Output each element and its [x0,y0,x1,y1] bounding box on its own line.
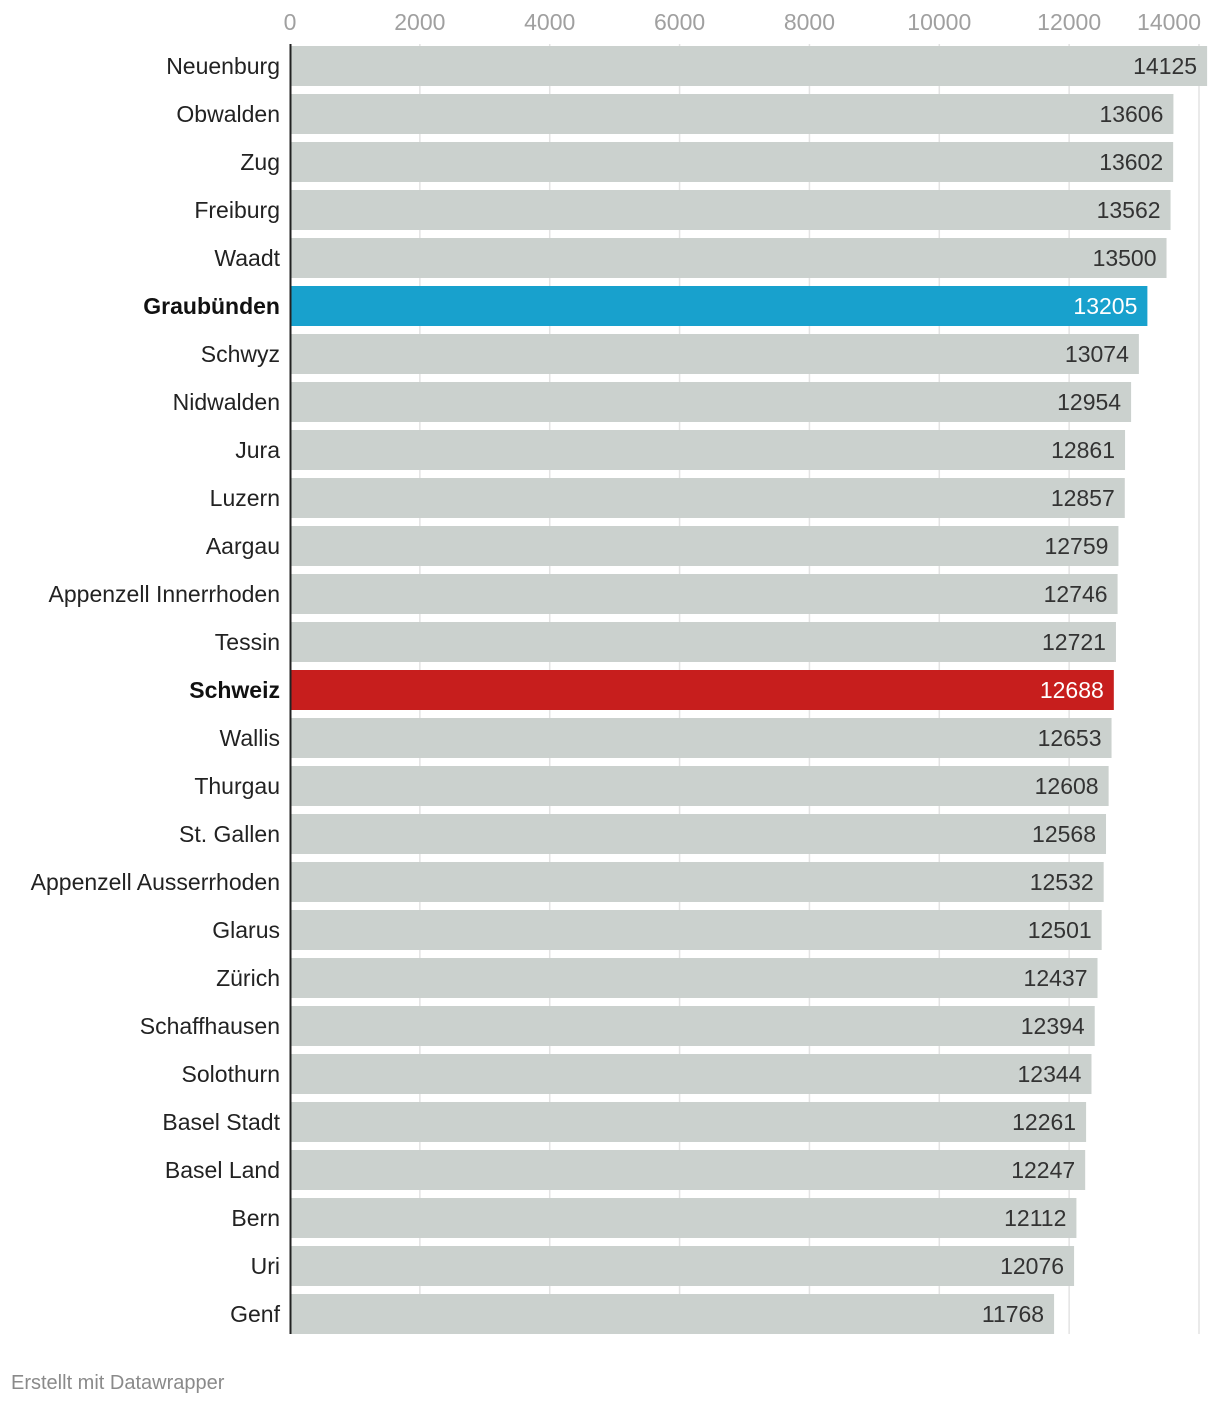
category-label-freiburg: Freiburg [194,197,280,223]
x-tick-label-6000: 6000 [654,9,705,35]
bar-st-gallen [291,814,1107,854]
value-label-obwalden: 13606 [1099,101,1163,127]
category-label-schweiz: Schweiz [189,677,280,703]
bar-schweiz [291,670,1114,710]
category-label-wallis: Wallis [220,725,280,751]
bar-basel-land [291,1150,1086,1190]
value-label-schwyz: 13074 [1065,341,1129,367]
bar-thurgau [291,766,1109,806]
category-label-zug: Zug [240,149,280,175]
value-label-luzern: 12857 [1051,485,1115,511]
x-tick-label-2000: 2000 [394,9,445,35]
category-label-appenzell-ausserrhoden: Appenzell Ausserrhoden [31,869,280,895]
category-label-glarus: Glarus [212,917,280,943]
x-tick-label-0: 0 [284,9,297,35]
category-label-jura: Jura [235,437,280,463]
value-label-zürich: 12437 [1024,965,1088,991]
datawrapper-credit[interactable]: Erstellt mit Datawrapper [11,1372,225,1394]
value-label-zug: 13602 [1099,149,1163,175]
bar-waadt [291,238,1167,278]
bar-schaffhausen [291,1006,1095,1046]
category-label-zürich: Zürich [216,965,280,991]
bar-freiburg [291,190,1171,230]
bar-nidwalden [291,382,1132,422]
category-label-luzern: Luzern [210,485,280,511]
bar-bern [291,1198,1077,1238]
bar-chart: 0 2000 4000 6000 8000 10000 12000 14000 Neuenbu… [31,9,1208,1334]
value-label-jura: 12861 [1051,437,1115,463]
bar-solothurn [291,1054,1092,1094]
category-label-appenzell-innerrhoden: Appenzell Innerrhoden [49,581,280,607]
value-label-tessin: 12721 [1042,629,1106,655]
value-label-appenzell-ausserrhoden: 12532 [1030,869,1094,895]
value-label-uri: 12076 [1000,1253,1064,1279]
value-label-schaffhausen: 12394 [1021,1013,1085,1039]
value-label-waadt: 13500 [1093,245,1157,271]
category-label-bern: Bern [231,1205,280,1231]
value-label-basel-stadt: 12261 [1012,1109,1076,1135]
category-label-aargau: Aargau [206,533,280,559]
category-label-obwalden: Obwalden [176,101,280,127]
bar-zug [291,142,1174,182]
bar-uri [291,1246,1075,1286]
category-label-basel-land: Basel Land [165,1157,280,1183]
bar-appenzell-ausserrhoden [291,862,1104,902]
bar-obwalden [291,94,1174,134]
bar-luzern [291,478,1125,518]
value-label-thurgau: 12608 [1035,773,1099,799]
bar-zürich [291,958,1098,998]
category-label-nidwalden: Nidwalden [173,389,280,415]
bar-glarus [291,910,1102,950]
category-label-st-gallen: St. Gallen [179,821,280,847]
category-label-basel-stadt: Basel Stadt [162,1109,280,1135]
bar-graubünden [291,286,1148,326]
category-label-neuenburg: Neuenburg [166,53,280,79]
value-label-nidwalden: 12954 [1057,389,1121,415]
value-label-st-gallen: 12568 [1032,821,1096,847]
bar-schwyz [291,334,1139,374]
value-label-freiburg: 13562 [1097,197,1161,223]
bar-appenzell-innerrhoden [291,574,1118,614]
x-axis-ticks: 0 2000 4000 6000 8000 10000 12000 14000 [284,9,1201,35]
x-tick-label-14000: 14000 [1137,9,1201,35]
category-label-waadt: Waadt [214,245,280,271]
category-label-schaffhausen: Schaffhausen [140,1013,280,1039]
x-tick-label-10000: 10000 [907,9,971,35]
bar-tessin [291,622,1116,662]
category-label-thurgau: Thurgau [194,773,280,799]
value-label-graubünden: 13205 [1073,293,1137,319]
bar-wallis [291,718,1112,758]
value-label-neuenburg: 14125 [1133,53,1197,79]
value-label-wallis: 12653 [1038,725,1102,751]
value-label-appenzell-innerrhoden: 12746 [1044,581,1108,607]
bar-basel-stadt [291,1102,1087,1142]
bars [291,46,1208,1334]
category-label-uri: Uri [251,1253,280,1279]
category-label-graubünden: Graubünden [143,293,280,319]
value-labels: 14125 13606 13602 13562 13500 13205 13074 12954… [982,53,1197,1327]
x-tick-label-12000: 12000 [1037,9,1101,35]
category-label-schwyz: Schwyz [201,341,280,367]
value-label-schweiz: 12688 [1040,677,1104,703]
value-label-genf: 11768 [982,1301,1044,1327]
bar-aargau [291,526,1119,566]
value-label-bern: 12112 [1004,1205,1066,1231]
value-label-glarus: 12501 [1028,917,1092,943]
value-label-basel-land: 12247 [1011,1157,1075,1183]
category-label-tessin: Tessin [215,629,280,655]
x-tick-label-4000: 4000 [524,9,575,35]
category-label-genf: Genf [230,1301,280,1327]
bar-neuenburg [291,46,1208,86]
bar-genf [291,1294,1055,1334]
category-label-solothurn: Solothurn [182,1061,280,1087]
category-labels: Neuenburg Obwalden Zug Freiburg Waadt Graubün… [31,53,281,1327]
value-label-aargau: 12759 [1044,533,1108,559]
x-tick-label-8000: 8000 [784,9,835,35]
value-label-solothurn: 12344 [1018,1061,1082,1087]
bar-jura [291,430,1126,470]
